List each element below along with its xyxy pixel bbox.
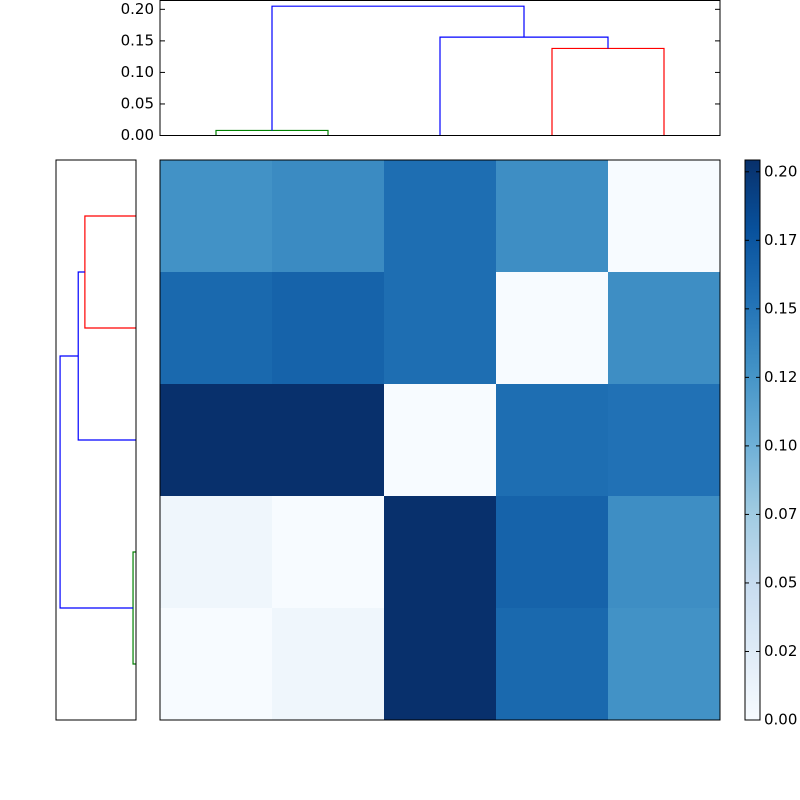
colorbar [744,159,761,721]
dendrogram-link [77,271,136,441]
colorbar-tick-label: 0.17 [764,231,797,249]
heatmap-cell [608,496,721,609]
dendrogram-link [215,129,329,136]
dendrogram-link [271,5,525,131]
heatmap-cell [496,496,609,609]
heatmap-cell [272,160,385,273]
heatmap-cell [496,160,609,273]
heatmap-cell [384,272,497,385]
heatmap-cell [160,160,273,273]
y-tick-label: 0.10 [121,63,154,81]
heatmap-cell [272,272,385,385]
colorbar-tick-label: 0.07 [764,505,797,523]
heatmap-cell [160,608,273,721]
colorbar-tick-label: 0.12 [764,368,797,386]
axes-frame [159,0,721,136]
heatmap-cell [496,384,609,497]
heatmap-cell [496,608,609,721]
heatmap-cell [608,384,721,497]
dendrogram-link [439,36,609,136]
heatmap-cell [160,496,273,609]
colorbar-tick-label: 0.20 [764,162,797,180]
dendrogram-link [551,47,665,136]
heatmap-cell [384,160,497,273]
heatmap-cell [272,384,385,497]
heatmap-cell [384,608,497,721]
heatmap-cell [496,272,609,385]
colorbar-tick-label: 0.10 [764,436,797,454]
heatmap-cell [384,496,497,609]
dendrogram-link [84,215,136,329]
heatmap-cell [608,272,721,385]
axes-frame [55,159,137,721]
colorbar-tick-label: 0.05 [764,573,797,591]
colorbar-tick-label: 0.02 [764,642,797,660]
heatmap-cell [608,608,721,721]
y-tick-label: 0.05 [121,94,154,112]
heatmap-cell [608,160,721,273]
y-tick-label: 0.00 [121,126,154,144]
heatmap-cell [272,496,385,609]
y-tick-label: 0.20 [121,0,154,18]
heatmap-cell [272,608,385,721]
axes-frame [159,159,721,721]
colorbar-tick-label: 0.00 [764,711,797,729]
heatmap-cell [384,384,497,497]
heatmap-cell [160,384,273,497]
heatmap-cell [160,272,273,385]
dendrogram-link [59,355,134,609]
colorbar-tick-label: 0.15 [764,299,797,317]
y-tick-label: 0.15 [121,31,154,49]
